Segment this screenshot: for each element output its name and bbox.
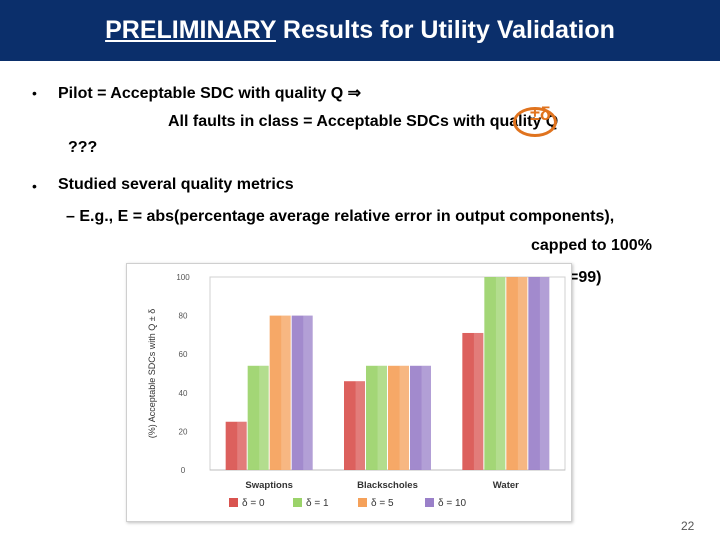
- bar-2-2: [506, 277, 528, 470]
- sub-bullet-1-continuation: capped to 100%: [531, 237, 652, 254]
- y-tick-label-4: 80: [179, 312, 188, 321]
- bar-shine-1-2: [399, 365, 409, 470]
- slide-title: PRELIMINARY Results for Utility Validati…: [105, 16, 615, 45]
- title-bar: PRELIMINARY Results for Utility Validati…: [0, 0, 720, 61]
- x-tick-label-1: Blackscholes: [357, 480, 418, 491]
- chart-container: 0 20 40 60 80 100 (%) Acceptable SDCs with Q ±…: [126, 263, 572, 522]
- bar-shine-2-1: [495, 277, 506, 470]
- bar-shine-1-3: [421, 365, 431, 470]
- bar-shine-0-2: [281, 315, 291, 470]
- bar-chart: 0 20 40 60 80 100 (%) Acceptable SDCs with Q ±…: [147, 273, 566, 509]
- bullet-1-text: Pilot = Acceptable SDC with quality Q ⇒: [58, 85, 362, 102]
- y-tick-label-3: 60: [179, 350, 188, 359]
- y-axis-label: (%) Acceptable SDCs with Q ± δ: [147, 309, 157, 439]
- bar-shine-0-0: [237, 421, 247, 470]
- y-tick-label-2: 40: [179, 389, 188, 398]
- bar-2-1: [484, 277, 506, 470]
- bar-1-3: [410, 365, 431, 470]
- page-number: 22: [681, 519, 695, 533]
- title-rest: Results for Utility Validation: [275, 16, 615, 44]
- bar-0-2: [269, 315, 291, 470]
- bar-shine-2-2: [517, 277, 528, 470]
- plot-area: [209, 276, 566, 471]
- bullet-1-continuation: All faults in class = Acceptable SDCs wi…: [168, 113, 559, 130]
- bar-0-0: [225, 421, 247, 470]
- bar-shine-1-0: [355, 381, 365, 470]
- bar-shine-2-0: [473, 332, 484, 470]
- y-tick-label-0: 0: [181, 466, 186, 475]
- legend-swatch-1: [293, 498, 302, 507]
- bullet-dot-1: •: [32, 85, 37, 101]
- legend-label-3: δ = 10: [438, 498, 467, 509]
- x-tick-label-0: Swaptions: [245, 480, 293, 491]
- bar-1-2: [388, 365, 409, 470]
- legend-swatch-0: [229, 498, 238, 507]
- qdelta-circle-annotation: [513, 107, 557, 137]
- bar-2-0: [462, 332, 484, 470]
- bar-2-3: [528, 277, 550, 470]
- bullet-2-text: Studied several quality metrics: [58, 176, 294, 193]
- bar-shine-1-1: [377, 365, 387, 470]
- plus-minus-delta-mark: ±δ: [530, 104, 551, 124]
- legend-label-1: δ = 1: [306, 498, 329, 509]
- bar-shine-2-3: [539, 277, 550, 470]
- bar-shine-0-1: [259, 365, 269, 470]
- bar-1-0: [344, 381, 365, 470]
- bar-shine-0-3: [303, 315, 313, 470]
- bar-0-3: [291, 315, 313, 470]
- legend-label-0: δ = 0: [242, 498, 265, 509]
- x-tick-label-2: Water: [493, 480, 519, 491]
- bar-1-1: [366, 365, 387, 470]
- partial-text: =99): [569, 269, 602, 286]
- bullet-1-question: ???: [68, 139, 98, 156]
- title-preliminary: PRELIMINARY: [105, 16, 276, 44]
- bar-0-1: [247, 365, 269, 470]
- y-tick-label-5: 100: [176, 273, 190, 282]
- y-tick-label-1: 20: [179, 427, 188, 436]
- legend-label-2: δ = 5: [371, 498, 394, 509]
- legend-swatch-3: [425, 498, 434, 507]
- sub-bullet-1-text: – E.g., E = abs(percentage average relat…: [66, 208, 615, 225]
- legend-swatch-2: [358, 498, 367, 507]
- bullet-dot-2: •: [32, 178, 37, 194]
